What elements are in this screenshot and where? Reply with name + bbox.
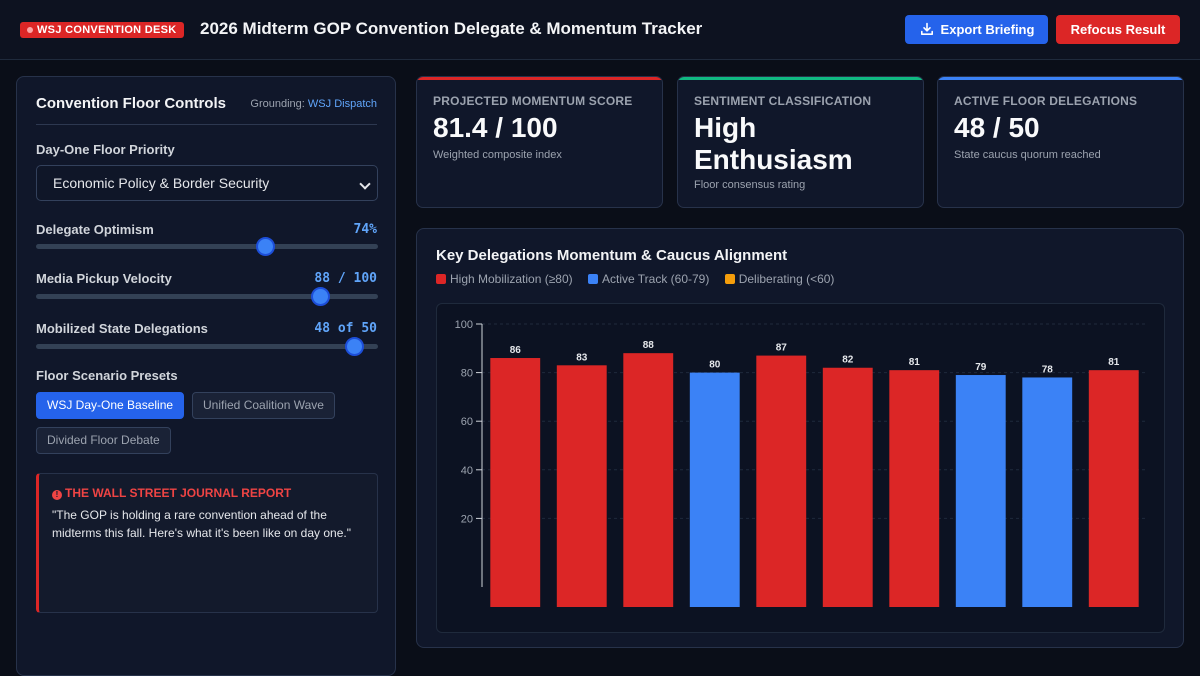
chart-legend: High Mobilization (≥80) Active Track (60… (436, 272, 846, 286)
card-sub: Floor consensus rating (694, 179, 806, 191)
panel-divider (36, 124, 377, 125)
slider-thumb-optimism[interactable] (256, 237, 276, 256)
legend-swatch (436, 274, 446, 284)
priority-select[interactable]: Economic Policy & Border Security (36, 165, 378, 201)
slider-track-delegations[interactable] (36, 337, 378, 356)
preset-wsj-baseline[interactable]: WSJ Day-One Baseline (36, 392, 185, 419)
bar-value-label: 78 (1042, 364, 1054, 375)
slider-track-media[interactable] (36, 287, 378, 306)
report-heading-text: THE WALL STREET JOURNAL REPORT (65, 486, 292, 500)
slider-label-optimism: Delegate Optimism (36, 222, 154, 237)
y-tick-label: 20 (461, 513, 473, 525)
bar (689, 372, 740, 607)
legend-item-deliberating: Deliberating (<60) (724, 272, 835, 286)
chart-plot: 20 40 60 80 100 86 83 88 80 87 82 81 79 78 81 (436, 303, 1165, 633)
card-sub: Weighted composite index (433, 149, 562, 161)
bar-chart: 20 40 60 80 100 86 83 88 80 87 82 81 79 78 81 (455, 319, 1147, 607)
slider-thumb-delegations[interactable] (345, 337, 365, 356)
bar-value-label: 81 (909, 357, 921, 368)
priority-select-value: Economic Policy & Border Security (53, 175, 270, 191)
y-tick-label: 40 (461, 465, 473, 477)
priority-label: Day-One Floor Priority (36, 142, 175, 157)
legend-item-active: Active Track (60-79) (587, 272, 710, 286)
card-value: 81.4 / 100 (433, 112, 558, 143)
card-sub: State caucus quorum reached (954, 149, 1101, 161)
bar (1088, 370, 1139, 607)
bar-value-label: 86 (510, 345, 522, 356)
chart-panel: Key Delegations Momentum & Caucus Alignm… (416, 228, 1184, 648)
card-floor-delegations: ACTIVE FLOOR DELEGATIONS 48 / 50 State c… (937, 76, 1184, 208)
live-dot-icon (27, 27, 33, 33)
brand-badge-label: WSJ CONVENTION DESK (37, 24, 177, 36)
report-heading: ! THE WALL STREET JOURNAL REPORT (52, 486, 377, 500)
bar (623, 353, 674, 607)
slider-label-delegations: Mobilized State Delegations (36, 321, 208, 336)
legend-label: Deliberating (<60) (738, 272, 835, 286)
bar (490, 358, 541, 607)
card-label: SENTIMENT CLASSIFICATION (694, 94, 872, 108)
chevron-down-icon (359, 178, 371, 190)
card-value: 48 / 50 (954, 112, 1040, 143)
legend-swatch (724, 274, 735, 284)
bar (889, 370, 940, 607)
bar (756, 355, 807, 607)
slider-value-optimism: 74% (353, 222, 377, 237)
report-text: "The GOP is holding a rare convention ah… (52, 508, 351, 540)
bar-value-label: 79 (975, 362, 987, 373)
download-icon (921, 22, 933, 35)
bar (955, 375, 1006, 607)
bar-value-label: 82 (842, 355, 854, 366)
app-title: 2026 Midterm GOP Convention Delegate & M… (200, 19, 703, 38)
top-bar: WSJ CONVENTION DESK 2026 Midterm GOP Con… (0, 0, 1200, 60)
y-tick-label: 100 (455, 319, 473, 331)
grounding-label: Grounding: (250, 98, 305, 110)
presets-label: Floor Scenario Presets (36, 368, 178, 383)
grounding-link[interactable]: WSJ Dispatch (307, 98, 377, 110)
y-tick-label: 60 (461, 416, 473, 428)
card-momentum-score: PROJECTED MOMENTUM SCORE 81.4 / 100 Weig… (416, 76, 663, 208)
slider-value-delegations: 48 of 50 (314, 321, 377, 336)
card-label: PROJECTED MOMENTUM SCORE (433, 94, 633, 108)
bar-value-label: 83 (576, 352, 588, 363)
legend-item-high: High Mobilization (≥80) (436, 272, 573, 286)
controls-panel: Convention Floor Controls Grounding: WSJ… (16, 76, 396, 676)
legend-label: Active Track (60-79) (601, 272, 710, 286)
alert-icon: ! (52, 490, 62, 500)
wsj-report: ! THE WALL STREET JOURNAL REPORT "The GOP… (36, 473, 378, 613)
export-briefing-label: Export Briefing (940, 22, 1035, 37)
legend-swatch (587, 274, 598, 284)
card-label: ACTIVE FLOOR DELEGATIONS (954, 94, 1138, 108)
bar-value-label: 80 (709, 360, 721, 371)
bar-value-label: 87 (776, 343, 788, 354)
brand-badge: WSJ CONVENTION DESK (20, 22, 184, 38)
preset-unified-coalition[interactable]: Unified Coalition Wave (192, 392, 335, 419)
preset-divided-floor[interactable]: Divided Floor Debate (36, 427, 171, 454)
slider-track-optimism[interactable] (36, 237, 378, 256)
card-accent (678, 77, 923, 80)
y-tick-label: 80 (461, 368, 473, 380)
bar (1022, 377, 1073, 607)
slider-value-media: 88 / 100 (314, 271, 377, 286)
bar-value-label: 88 (643, 340, 655, 351)
legend-label: High Mobilization (≥80) (450, 272, 573, 286)
controls-panel-title: Convention Floor Controls (36, 95, 226, 112)
slider-thumb-media[interactable] (310, 287, 330, 306)
grounding: Grounding: WSJ Dispatch (250, 98, 377, 110)
card-value: High Enthusiasm (694, 112, 853, 175)
slider-label-media: Media Pickup Velocity (36, 271, 172, 286)
card-accent (938, 77, 1183, 80)
chart-title: Key Delegations Momentum & Caucus Alignm… (436, 247, 788, 264)
refocus-result-button[interactable]: Refocus Result (1056, 15, 1180, 44)
export-briefing-button[interactable]: Export Briefing (905, 15, 1048, 44)
bar (822, 367, 873, 607)
card-accent (417, 77, 662, 80)
card-sentiment: SENTIMENT CLASSIFICATION High Enthusiasm… (677, 76, 924, 208)
bar-value-label: 81 (1108, 357, 1120, 368)
bar (556, 365, 607, 607)
